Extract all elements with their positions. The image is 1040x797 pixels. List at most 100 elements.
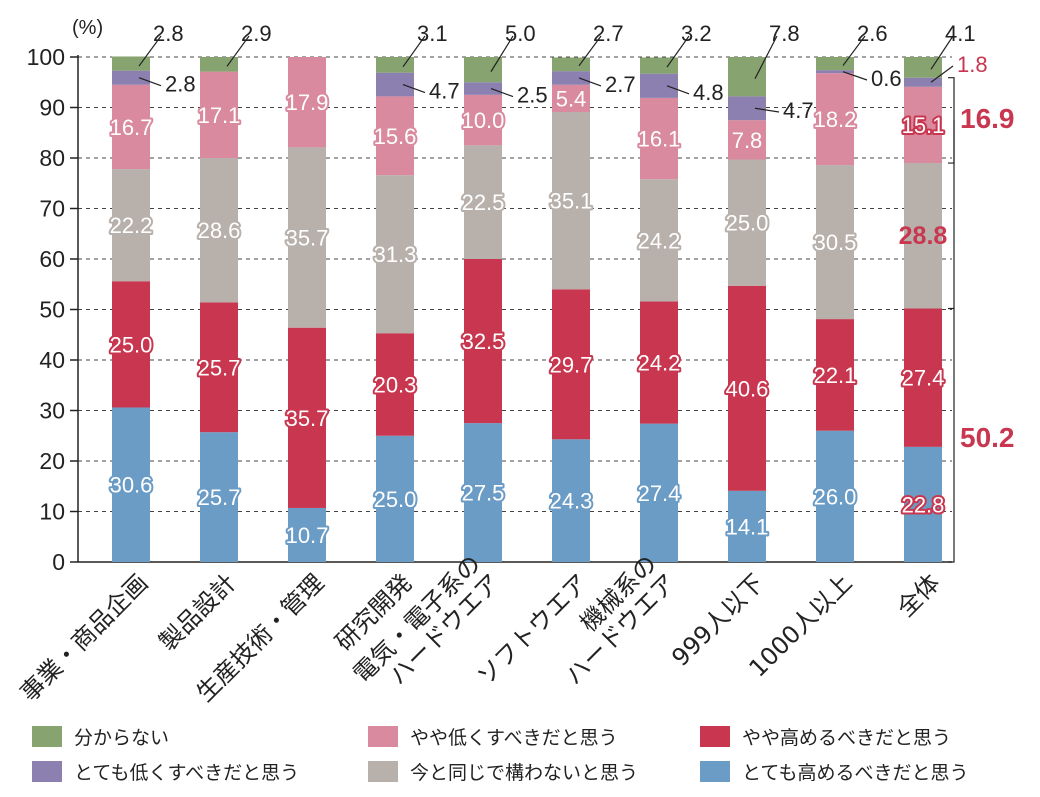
bar-segment xyxy=(112,169,150,282)
bar-segment xyxy=(288,507,326,562)
data-label: 5.0 xyxy=(505,21,536,46)
bar-segment xyxy=(640,97,678,180)
bar-segment xyxy=(200,57,238,72)
bar-segment xyxy=(288,147,326,328)
x-tick-label: 事業・商品企画 xyxy=(15,569,154,708)
bar-segment xyxy=(728,96,766,121)
leader-line xyxy=(842,35,866,66)
x-tick-label-line: 製品設計 xyxy=(154,569,242,657)
x-tick-label: 製品設計 xyxy=(154,569,242,657)
bar-segment xyxy=(816,430,854,562)
leader-line xyxy=(138,35,162,67)
data-label: 26.0 xyxy=(814,484,857,509)
legend-label: 分からない xyxy=(74,727,170,749)
bar-segment xyxy=(376,72,414,97)
legend-swatch xyxy=(700,761,730,782)
data-label: 15.6 xyxy=(374,124,417,149)
bar-group xyxy=(552,57,590,562)
bar-segment xyxy=(112,281,150,408)
bar-group xyxy=(464,57,502,562)
data-label: 32.5 xyxy=(462,329,505,354)
leader-line xyxy=(842,71,868,81)
bar-segment xyxy=(816,73,854,166)
data-label: 7.8 xyxy=(769,21,800,46)
data-label: 18.2 xyxy=(814,107,857,132)
legend-swatch xyxy=(368,761,398,782)
data-label: 25.7 xyxy=(198,355,241,380)
data-label: 28.8 xyxy=(899,222,948,250)
y-tick-label: 80 xyxy=(39,145,65,171)
data-label: 40.6 xyxy=(726,376,769,401)
bar-group xyxy=(816,57,854,562)
data-label: 17.1 xyxy=(198,103,241,128)
y-tick-label: 20 xyxy=(39,448,65,474)
bar-segment xyxy=(200,432,238,562)
y-unit-label: (%) xyxy=(72,17,103,39)
data-label: 22.2 xyxy=(110,213,153,238)
legend-label: やや低くすべきだと思う xyxy=(410,727,618,749)
bar-group xyxy=(376,57,414,562)
bar-segment xyxy=(112,84,150,170)
x-tick-label: 全体 xyxy=(892,569,946,623)
data-label: 24.2 xyxy=(638,228,681,253)
data-label: 16.7 xyxy=(110,115,153,140)
bar-segment xyxy=(640,57,678,74)
leader-line xyxy=(490,35,514,72)
data-label: 25.0 xyxy=(110,332,153,357)
data-label: 20.3 xyxy=(374,372,417,397)
data-label: 22.1 xyxy=(814,363,857,388)
data-label: 2.5 xyxy=(517,83,548,108)
bar-segment xyxy=(288,327,326,508)
bar-segment xyxy=(904,57,942,78)
legend-swatch xyxy=(32,761,62,782)
bar-segment xyxy=(288,57,326,148)
data-label: 2.9 xyxy=(241,21,272,46)
data-label: 4.8 xyxy=(693,80,724,105)
y-tick-label: 30 xyxy=(39,398,65,424)
bar-group xyxy=(200,57,238,562)
bar-segment xyxy=(728,490,766,562)
bar-group xyxy=(112,56,150,562)
bar-segment xyxy=(200,71,238,158)
data-label: 2.8 xyxy=(153,21,184,46)
data-label: 3.2 xyxy=(681,21,712,46)
bar-segment xyxy=(112,56,150,71)
leader-line xyxy=(754,107,780,113)
legend-item-slightly-higher: やや高めるべきだと思う xyxy=(700,723,951,750)
bar-segment xyxy=(816,165,854,320)
bar-segment xyxy=(552,439,590,562)
data-label: 27.4 xyxy=(902,366,945,391)
legend-item-slightly-lower: やや低くすべきだと思う xyxy=(368,723,618,750)
data-label: 27.4 xyxy=(638,481,681,506)
bar-segment xyxy=(464,82,502,95)
legend-label: とても高めるべきだと思う xyxy=(742,762,969,784)
bar-segment xyxy=(464,145,502,259)
x-tick-label-line: 全体 xyxy=(892,569,946,623)
bar-segment xyxy=(552,71,590,85)
y-tick-label: 70 xyxy=(39,196,65,222)
legend-label: やや高めるべきだと思う xyxy=(742,727,952,749)
bar-segment xyxy=(376,57,414,73)
bar-segment xyxy=(464,57,502,83)
y-tick-label: 10 xyxy=(39,499,65,525)
data-label: 28.6 xyxy=(198,218,241,243)
legend-swatch xyxy=(368,726,398,747)
data-label: 2.7 xyxy=(593,21,624,46)
legend-item-same: 今と同じで構わないと思う xyxy=(368,758,638,785)
data-label: 4.7 xyxy=(429,79,460,104)
data-label: 25.7 xyxy=(198,485,241,510)
bar-segment xyxy=(552,84,590,113)
bar-group xyxy=(288,57,326,562)
leader-line xyxy=(754,35,778,79)
data-label: 22.8 xyxy=(902,492,945,517)
data-label: 25.0 xyxy=(726,211,769,236)
bar-segment xyxy=(728,57,766,97)
leader-line xyxy=(930,65,954,83)
data-label: 14.1 xyxy=(726,514,769,539)
bar-segment xyxy=(552,57,590,72)
bar-segment xyxy=(904,77,942,87)
legend-label: とても低くすべきだと思う xyxy=(74,762,300,784)
bar-segment xyxy=(728,159,766,286)
data-label: 31.3 xyxy=(374,242,417,267)
legend-swatch xyxy=(700,726,730,747)
